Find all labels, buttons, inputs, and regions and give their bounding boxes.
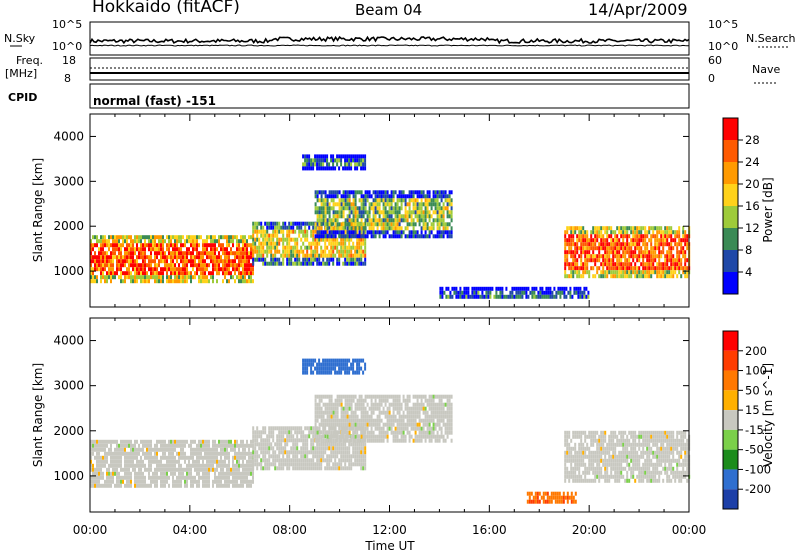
colorbar-tick-label: 28 — [745, 133, 760, 147]
colorbar-swatch — [723, 410, 738, 430]
y-tick-label: 3000 — [53, 379, 84, 393]
velocity-heatmap — [90, 358, 691, 504]
colorbar-swatch — [723, 429, 738, 450]
velocity-region — [302, 358, 367, 375]
colorbar-tick-label: 50 — [745, 383, 760, 397]
colorbar-swatch — [723, 118, 738, 140]
x-tick-label: 00:00 — [73, 523, 108, 537]
x-tick-label: 08:00 — [272, 523, 307, 537]
colorbar-tick-label: 200 — [745, 344, 767, 358]
colorbar-swatch — [723, 228, 738, 250]
colorbar-swatch — [723, 206, 738, 228]
noise-search-trace — [89, 44, 689, 47]
freq-panel-frame — [89, 57, 690, 81]
x-tick-label: 04:00 — [173, 523, 208, 537]
noise-sky-trace — [89, 35, 690, 45]
noise-right-label: N.Search — [746, 32, 796, 45]
velocity-region — [564, 430, 691, 483]
power-region — [302, 154, 367, 171]
power-ylabel: Slant Range [km] — [31, 158, 45, 262]
nave-tick-bottom: 0 — [708, 72, 715, 85]
colorbar-tick-label: -200 — [745, 482, 771, 496]
velocity-region — [314, 394, 453, 443]
colorbar-swatch — [723, 272, 738, 294]
nave-label: Nave — [752, 63, 780, 76]
colorbar-tick-label: -100 — [745, 462, 771, 476]
colorbar-tick-label: -50 — [745, 443, 764, 457]
colorbar-tick-label: 12 — [745, 221, 760, 235]
colorbar-swatch — [723, 350, 738, 371]
freq-tick-bottom: 8 — [64, 72, 71, 85]
noise-left-label: N.Sky — [4, 32, 36, 45]
radar-title: Hokkaido (fitACF) — [92, 0, 240, 17]
x-tick-label: 20:00 — [572, 523, 607, 537]
colorbar-swatch — [723, 489, 738, 509]
freq-tick-top: 18 — [62, 54, 76, 67]
velocity-ylabel: Slant Range [km] — [31, 363, 45, 467]
power-region — [439, 286, 590, 299]
power-region — [564, 226, 691, 279]
power-region — [90, 235, 254, 284]
y-tick-label: 4000 — [53, 334, 84, 348]
freq-label-line2: [MHz] — [5, 67, 37, 80]
noise-panel-frame — [89, 21, 690, 56]
colorbar-tick-label: 16 — [745, 199, 760, 213]
freq-label-line1: Freq. — [16, 54, 43, 67]
colorbar-swatch — [723, 449, 738, 470]
y-tick-label: 4000 — [53, 129, 84, 143]
colorbar-tick-label: 8 — [745, 243, 752, 257]
colorbar-swatch — [723, 370, 738, 391]
power-region — [314, 190, 453, 239]
colorbar-swatch — [723, 162, 738, 184]
velocity-colorbar-label: Velocity [m s^-1] — [761, 363, 775, 467]
y-tick-label: 2000 — [53, 424, 84, 438]
noise-left-tick-top: 10^5 — [52, 18, 82, 31]
noise-right-tick-top: 10^5 — [708, 18, 738, 31]
velocity-region — [526, 491, 577, 504]
colorbar-swatch — [723, 390, 738, 411]
noise-left-tick-bottom: 10^0 — [52, 40, 82, 53]
colorbar-swatch — [723, 140, 738, 162]
y-tick-label: 1000 — [53, 469, 84, 483]
colorbar-swatch — [723, 331, 738, 351]
power-colorbar-label: Power [dB] — [761, 177, 775, 242]
colorbar-swatch — [723, 184, 738, 206]
colorbar-tick-label: 20 — [745, 177, 760, 191]
date-label: 14/Apr/2009 — [588, 0, 688, 19]
y-tick-label: 2000 — [53, 219, 84, 233]
power-heatmap — [90, 154, 691, 299]
colorbar-frame — [722, 330, 739, 510]
colorbar-tick-label: 100 — [745, 364, 767, 378]
nave-tick-top: 60 — [708, 54, 722, 67]
colorbar-tick-label: -15 — [745, 423, 764, 437]
x-tick-label: 12:00 — [372, 523, 407, 537]
colorbar-tick-label: 4 — [745, 265, 752, 279]
x-tick-label: 00:00 — [672, 523, 707, 537]
velocity-region — [90, 439, 254, 488]
colorbar-swatch — [723, 250, 738, 272]
cpid-text: normal (fast) -151 — [93, 94, 216, 108]
y-tick-label: 1000 — [53, 264, 84, 278]
x-tick-label: 16:00 — [472, 523, 507, 537]
colorbar-swatch — [723, 469, 738, 490]
cpid-label: CPID — [8, 91, 37, 104]
cpid-panel-frame — [89, 83, 690, 109]
y-tick-label: 3000 — [53, 174, 84, 188]
colorbar-tick-label: 15 — [745, 403, 760, 417]
noise-right-tick-bottom: 10^0 — [708, 40, 738, 53]
colorbar-tick-label: 24 — [745, 155, 760, 169]
beam-label: Beam 04 — [355, 1, 423, 19]
x-axis-label: Time UT — [364, 539, 415, 553]
